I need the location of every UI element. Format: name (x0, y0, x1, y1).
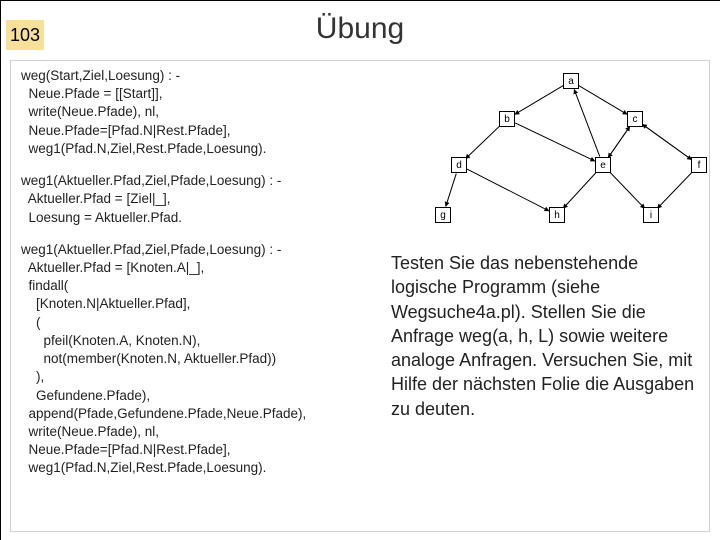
graph-edge-f-i (657, 171, 693, 208)
graph-node-g: g (435, 207, 451, 223)
graph-edge-d-g (446, 174, 457, 207)
graph-edge-b-d (465, 125, 500, 159)
code-block-1: weg(Start,Ziel,Loesung) : - Neue.Pfade =… (21, 67, 371, 158)
graph-node-f: f (691, 157, 707, 173)
graph-edge-d-h (467, 169, 549, 211)
graph-edge-e-c (608, 126, 630, 157)
graph-edge-f-c (642, 124, 691, 159)
graph-edge-e-i (609, 171, 645, 208)
graph-node-b: b (499, 111, 515, 127)
graph-node-e: e (595, 157, 611, 173)
graph-node-c: c (627, 111, 643, 127)
task-text: Testen Sie das nebenstehende logische Pr… (391, 251, 701, 421)
code-block-3: weg1(Aktueller.Pfad,Ziel,Pfade,Loesung) … (21, 241, 371, 478)
graph-edge-e-h (563, 172, 597, 209)
graph-node-d: d (451, 157, 467, 173)
content-frame: weg(Start,Ziel,Loesung) : - Neue.Pfade =… (10, 60, 710, 532)
graph-node-a: a (563, 73, 579, 89)
graph-node-i: i (643, 207, 659, 223)
graph-diagram: a b c d e f g h i (379, 67, 709, 237)
graph-edges (379, 67, 709, 237)
graph-edge-a-c (579, 86, 628, 115)
graph-edge-a-b (515, 86, 564, 115)
code-column: weg(Start,Ziel,Loesung) : - Neue.Pfade =… (21, 67, 371, 478)
code-block-2: weg1(Aktueller.Pfad,Ziel,Pfade,Loesung) … (21, 172, 371, 227)
graph-edge-e-a (574, 89, 600, 156)
graph-node-h: h (549, 207, 565, 223)
graph-edge-b-e (515, 123, 595, 161)
slide-title: Übung (0, 12, 720, 46)
